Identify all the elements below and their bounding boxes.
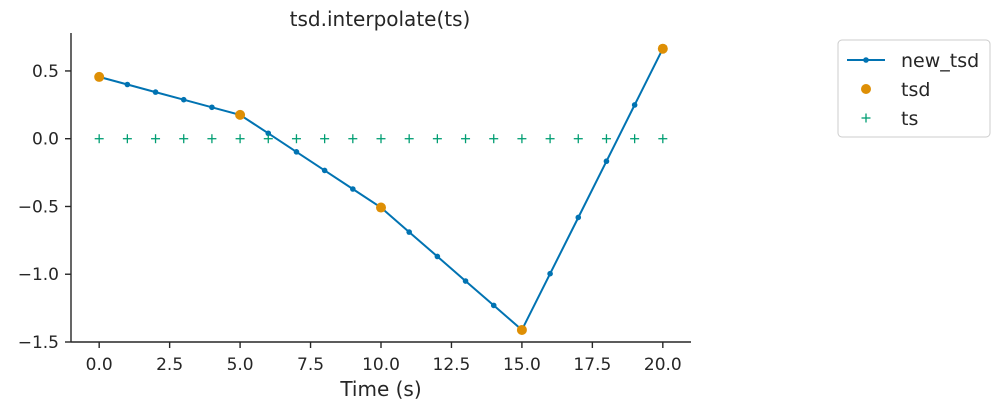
- data-point: [545, 134, 555, 144]
- x-tick-label: 12.5: [433, 355, 471, 375]
- legend-label: tsd: [901, 79, 930, 101]
- data-point: [547, 270, 553, 277]
- x-tick-label: 5.0: [227, 355, 254, 375]
- data-point: [350, 186, 356, 192]
- data-point: [573, 134, 583, 144]
- x-axis-label: Time (s): [339, 377, 421, 401]
- data-point: [124, 81, 131, 88]
- data-point: [293, 149, 300, 155]
- plot-area: 0.5 0.0 −0.5 −1.0 −1.5 0.0 2.5 5.0 7.5 10.0 12.5 1…: [18, 33, 691, 375]
- data-point: [517, 134, 527, 144]
- series-tsd: [94, 43, 668, 335]
- data-point: [291, 134, 301, 144]
- series-layer: [94, 43, 668, 335]
- x-ticks: 0.0 2.5 5.0 7.5 10.0 12.5 15.0 17.5 20.0: [86, 342, 682, 375]
- data-point: [406, 229, 412, 235]
- data-point: [631, 102, 638, 108]
- x-tick-label: 10.0: [362, 355, 400, 375]
- series-new-tsd: [96, 45, 666, 333]
- data-point: [601, 134, 611, 144]
- data-point: [235, 134, 245, 144]
- y-ticks: 0.5 0.0 −0.5 −1.0 −1.5: [18, 62, 71, 353]
- data-point: [151, 134, 161, 144]
- data-point: [434, 253, 441, 260]
- data-point: [489, 134, 499, 144]
- data-point: [179, 134, 189, 144]
- data-point: [94, 134, 104, 144]
- legend-item-tsd: tsd: [861, 79, 930, 101]
- data-point: [235, 109, 246, 120]
- x-tick-label: 17.5: [573, 355, 611, 375]
- data-point: [404, 134, 414, 144]
- data-point: [376, 202, 386, 213]
- legend-label: ts: [901, 108, 918, 130]
- legend-marker: [863, 57, 869, 63]
- x-tick-label: 2.5: [156, 355, 183, 375]
- x-tick-label: 0.0: [86, 355, 113, 375]
- data-point: [603, 158, 610, 165]
- x-tick-label: 20.0: [644, 355, 682, 375]
- data-point: [658, 134, 668, 144]
- y-tick-label: −1.0: [18, 265, 59, 285]
- legend-marker: [861, 113, 871, 123]
- data-point: [348, 134, 358, 144]
- data-point: [320, 134, 330, 144]
- data-point: [462, 278, 469, 284]
- y-tick-label: 0.0: [32, 130, 59, 150]
- data-point: [321, 167, 328, 174]
- data-point: [516, 324, 527, 335]
- data-point: [263, 134, 273, 144]
- data-point: [461, 134, 471, 144]
- data-point: [209, 104, 215, 111]
- chart-title: tsd.interpolate(ts): [290, 7, 471, 31]
- data-point: [180, 96, 187, 103]
- data-point: [207, 134, 217, 144]
- x-tick-label: 15.0: [503, 355, 541, 375]
- data-point: [122, 134, 132, 144]
- y-tick-label: −1.5: [18, 333, 59, 353]
- x-tick-label: 7.5: [297, 355, 324, 375]
- legend-item-new-tsd: new_tsd: [847, 50, 979, 72]
- series-ts: [94, 134, 668, 144]
- data-point: [657, 43, 668, 54]
- series-line: [98, 48, 664, 332]
- data-point: [630, 134, 640, 144]
- data-point: [432, 134, 442, 144]
- data-point: [265, 130, 272, 137]
- legend-marker: [861, 84, 871, 94]
- data-point: [575, 214, 582, 221]
- data-point: [94, 71, 105, 82]
- data-point: [152, 89, 159, 95]
- legend-item-ts: ts: [861, 108, 918, 130]
- legend-label: new_tsd: [901, 50, 979, 72]
- y-tick-label: −0.5: [18, 197, 59, 217]
- data-point: [376, 134, 386, 144]
- y-tick-label: 0.5: [32, 62, 59, 82]
- data-point: [490, 302, 497, 309]
- legend-frame: [837, 39, 991, 138]
